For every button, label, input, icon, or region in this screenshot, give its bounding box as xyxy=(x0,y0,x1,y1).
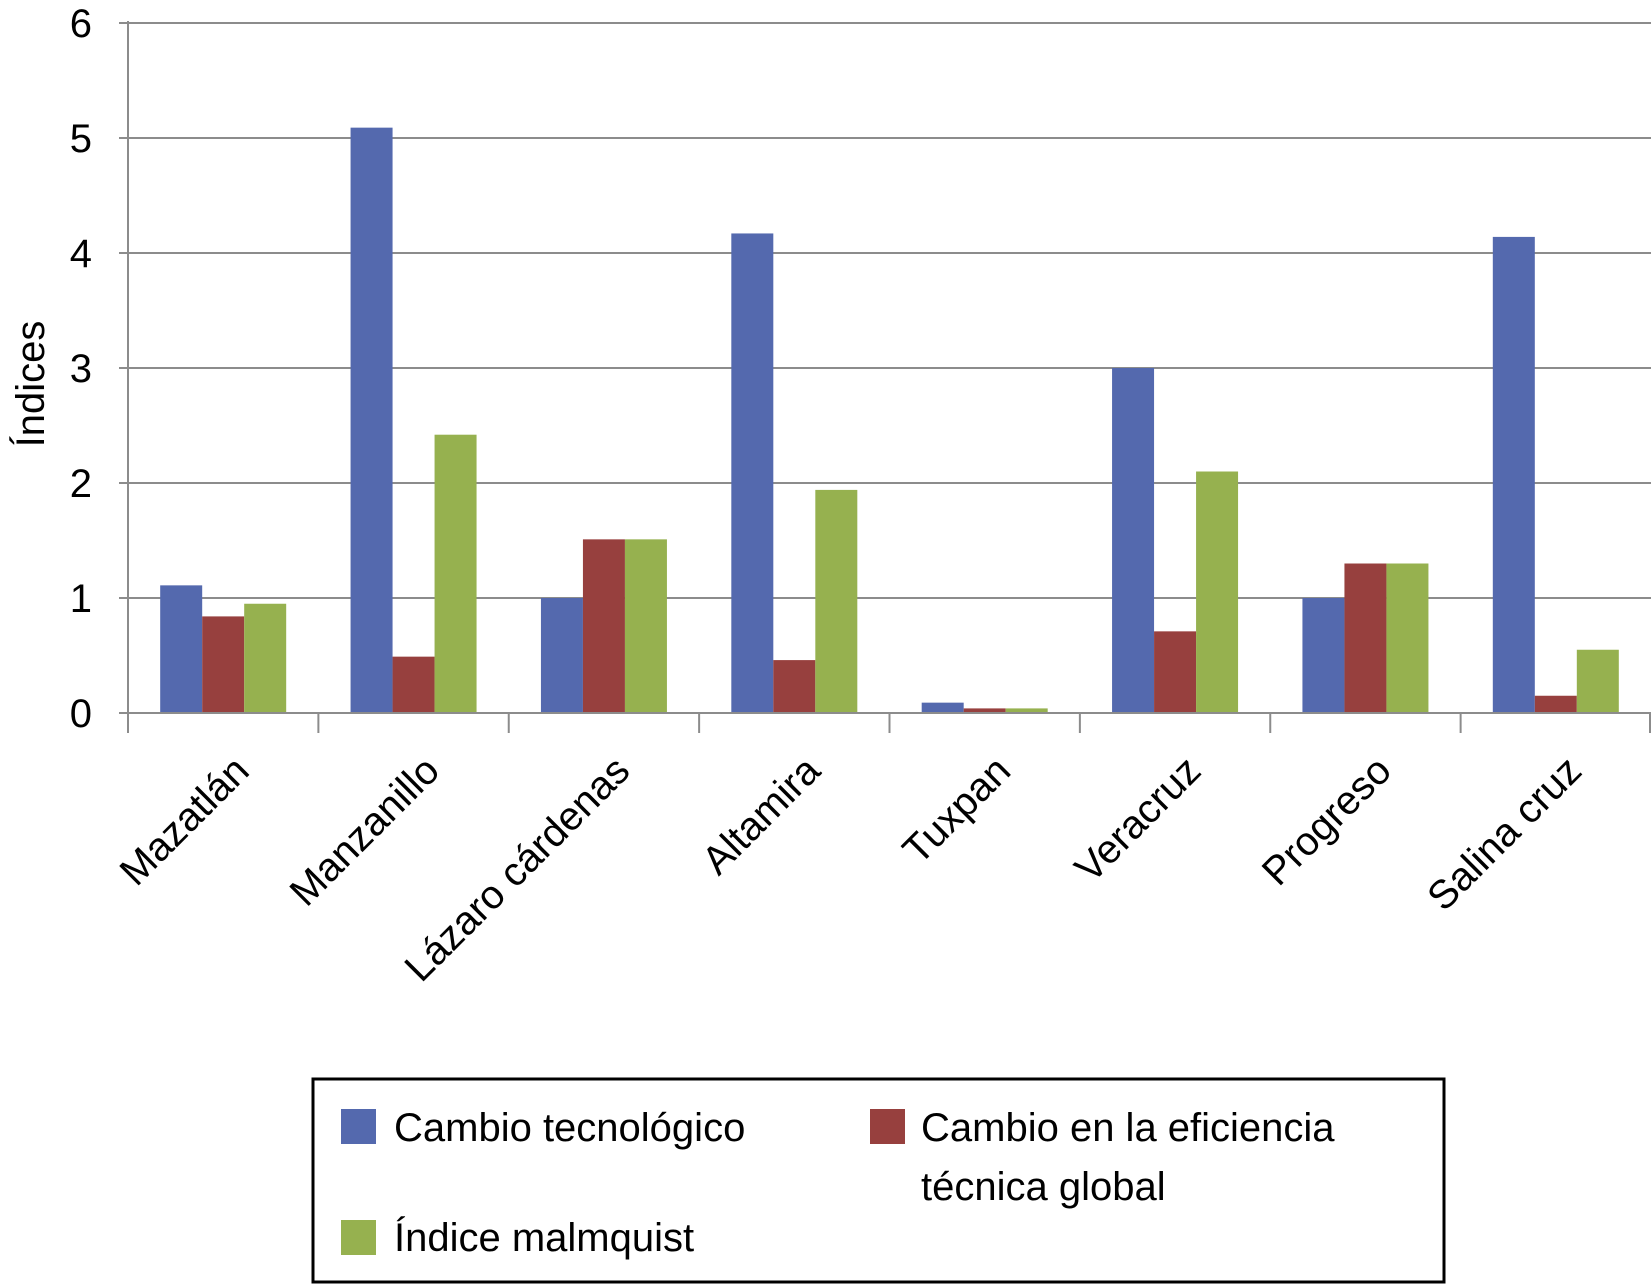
bar xyxy=(582,539,625,713)
legend-swatch-eficiencia-tecnica xyxy=(870,1109,905,1144)
bar xyxy=(160,585,203,713)
y-tick-labels: 0 1 2 3 4 5 6 xyxy=(70,2,92,736)
bar xyxy=(434,434,477,713)
y-axis-title: Índices xyxy=(8,321,53,448)
legend-label-indice-malmquist: Índice malmquist xyxy=(394,1215,694,1260)
bar xyxy=(1005,708,1048,713)
bar xyxy=(1302,598,1345,713)
bar xyxy=(1386,563,1429,713)
bar xyxy=(202,616,245,713)
bar xyxy=(1344,563,1387,713)
category-label: Salina cruz xyxy=(1419,748,1590,919)
category-label: Altamira xyxy=(694,748,829,883)
bar xyxy=(624,539,667,713)
bar xyxy=(773,660,816,713)
bar xyxy=(1576,649,1619,713)
bar xyxy=(731,233,774,713)
bar xyxy=(921,702,964,713)
legend: Cambio tecnológico Cambio en la eficienc… xyxy=(311,1077,1446,1284)
legend-swatch-cambio-tecnologico xyxy=(341,1109,376,1144)
bars xyxy=(160,127,1619,713)
bar xyxy=(392,656,435,713)
bar xyxy=(1196,471,1239,713)
y-tick-label: 3 xyxy=(70,347,92,391)
y-tick-label: 6 xyxy=(70,2,92,46)
y-tick-label: 4 xyxy=(70,232,92,276)
category-label: Veracruz xyxy=(1067,748,1210,891)
category-label: Manzanillo xyxy=(282,748,448,914)
legend-label-eficiencia-line1: Cambio en la eficiencia xyxy=(921,1106,1335,1150)
bar xyxy=(1492,236,1535,713)
category-label: Tuxpan xyxy=(895,748,1019,872)
bar xyxy=(1154,631,1197,713)
legend-label-eficiencia-line2: técnica global xyxy=(921,1165,1166,1209)
y-tick-label: 1 xyxy=(70,577,92,621)
bar xyxy=(540,598,583,713)
category-label: Mazatlán xyxy=(112,748,258,894)
y-tick-label: 2 xyxy=(70,462,92,506)
y-tick-label: 5 xyxy=(70,117,92,161)
y-tick-label: 0 xyxy=(70,692,92,736)
bar xyxy=(815,489,858,713)
legend-swatch-indice-malmquist xyxy=(341,1220,376,1255)
axes xyxy=(127,21,1651,733)
bar xyxy=(1112,368,1155,713)
bar xyxy=(350,127,393,713)
legend-label-cambio-tecnologico: Cambio tecnológico xyxy=(394,1106,745,1150)
bar xyxy=(963,708,1006,713)
category-label: Progreso xyxy=(1254,748,1400,894)
bar xyxy=(1534,695,1577,713)
bar xyxy=(244,603,287,713)
